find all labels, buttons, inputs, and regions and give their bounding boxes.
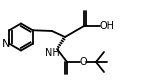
Text: O: O xyxy=(79,57,87,67)
Text: NH: NH xyxy=(45,48,59,58)
Text: OH: OH xyxy=(100,21,115,31)
Text: N: N xyxy=(2,39,10,49)
